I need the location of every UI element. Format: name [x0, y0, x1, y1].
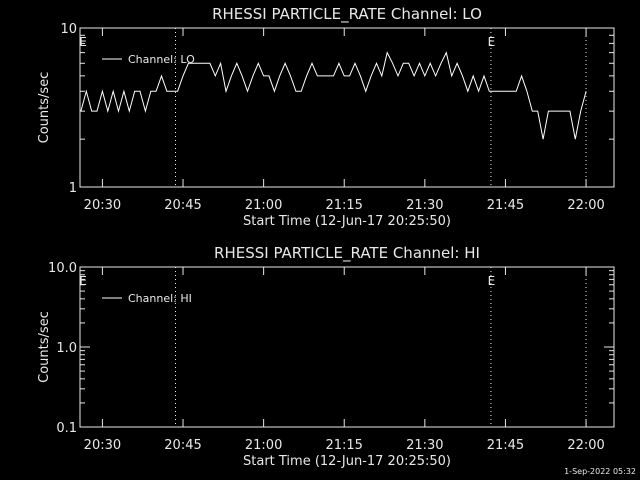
x-tick-label: 21:15: [325, 198, 362, 213]
chart-title: RHESSI PARTICLE_RATE Channel: LO: [212, 5, 482, 24]
x-axis-label: Start Time (12-Jun-17 20:25:50): [243, 214, 451, 229]
x-tick-label: 20:30: [84, 198, 121, 213]
x-axis-label: Start Time (12-Jun-17 20:25:50): [243, 454, 451, 469]
data-line: [80, 51, 587, 140]
y-axis-label: Counts/sec: [37, 72, 52, 144]
x-tick-label: 21:15: [325, 438, 362, 453]
x-tick-label: 20:30: [84, 438, 121, 453]
x-tick-label: 21:00: [245, 198, 282, 213]
event-marker: E: [488, 274, 496, 288]
plot-frame: [79, 266, 615, 428]
x-tick-label: 21:00: [245, 438, 282, 453]
x-tick-label: 21:45: [487, 438, 524, 453]
x-tick-label: 22:00: [567, 438, 604, 453]
legend-label: Channel: HI: [128, 292, 192, 305]
x-tick-label: 22:00: [567, 198, 604, 213]
event-marker: E: [488, 35, 496, 49]
x-tick-label: 21:30: [406, 198, 443, 213]
y-tick-label: 1: [69, 181, 77, 196]
y-tick-label: 1.0: [56, 341, 77, 356]
plot-frame: [79, 27, 615, 188]
event-marker: E: [79, 35, 87, 49]
y-tick-label: 10: [60, 22, 77, 37]
x-tick-label: 20:45: [164, 198, 201, 213]
y-axis-label: Counts/sec: [37, 311, 52, 383]
x-tick-label: 21:45: [487, 198, 524, 213]
y-tick-label: 0.1: [56, 421, 77, 436]
x-tick-label: 21:30: [406, 438, 443, 453]
event-marker: E: [79, 274, 87, 288]
y-tick-label: 10.0: [48, 261, 77, 276]
chart-title: RHESSI PARTICLE_RATE Channel: HI: [214, 244, 480, 263]
footer: 1-Sep-2022 05:32: [564, 467, 636, 476]
legend-label: Channel: LO: [128, 53, 195, 66]
x-tick-label: 20:45: [164, 438, 201, 453]
